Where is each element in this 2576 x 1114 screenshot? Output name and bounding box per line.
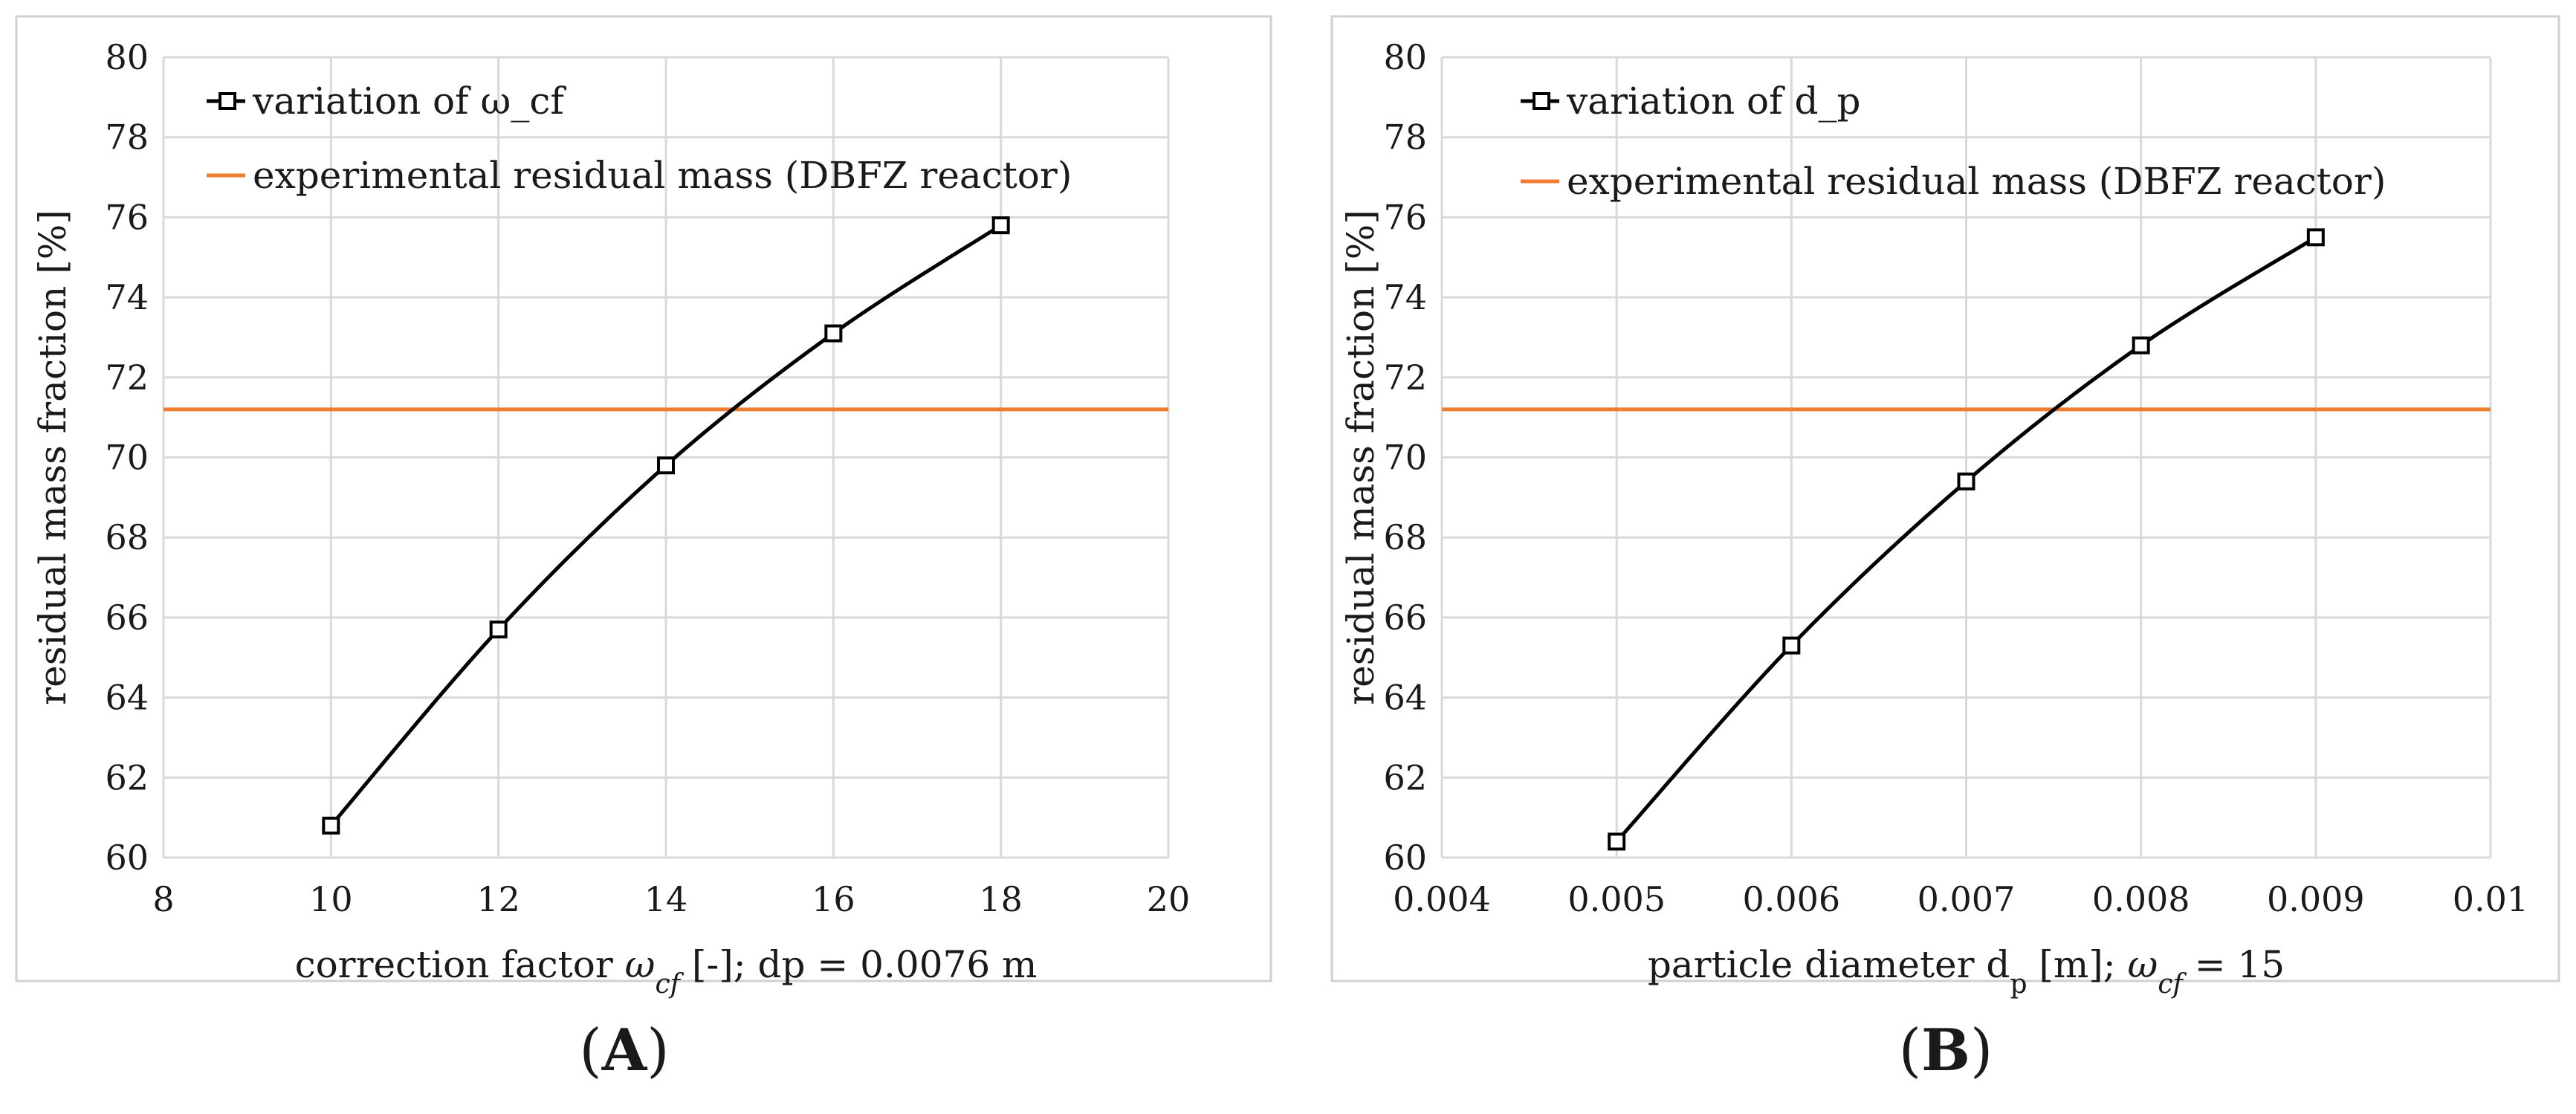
x-tick-label: 16 bbox=[812, 879, 855, 919]
y-tick-label: 68 bbox=[105, 517, 149, 557]
data-point-marker bbox=[824, 324, 843, 343]
y-tick-label: 70 bbox=[1383, 438, 1427, 478]
y-tick-label: 76 bbox=[1383, 197, 1427, 237]
legend-reference-label: experimental residual mass (DBFZ reactor… bbox=[253, 154, 1072, 197]
y-axis-label: residual mass fraction [%] bbox=[31, 210, 74, 705]
y-tick-label: 62 bbox=[105, 757, 149, 797]
chart-panel-a: 60 62 64 66 68 70 72 74 76 78 80 8 10 12 14 16 18 20 resid… bbox=[15, 15, 1272, 1084]
data-point-marker bbox=[2132, 336, 2150, 354]
y-tick-label: 64 bbox=[1383, 678, 1427, 718]
x-tick-label: 0.007 bbox=[1918, 879, 2016, 919]
y-tick-label: 76 bbox=[105, 197, 149, 237]
legend-series-marker bbox=[1533, 92, 1550, 110]
legend-reference-label: experimental residual mass (DBFZ reactor… bbox=[1567, 160, 2386, 203]
data-point-marker bbox=[1608, 832, 1626, 851]
x-tick-label: 0.008 bbox=[2092, 879, 2190, 919]
panel-label: (A) bbox=[579, 1017, 669, 1084]
y-tick-label: 60 bbox=[1383, 838, 1427, 878]
data-point-marker bbox=[2306, 228, 2325, 247]
x-tick-label: 14 bbox=[644, 879, 688, 919]
data-point-marker bbox=[489, 621, 508, 639]
legend-series-label: variation of d_p bbox=[1566, 80, 1861, 123]
x-tick-label: 12 bbox=[476, 879, 520, 919]
y-tick-label: 60 bbox=[105, 838, 149, 878]
x-tick-label: 0.004 bbox=[1393, 879, 1491, 919]
data-point-marker bbox=[322, 816, 340, 835]
y-tick-label: 80 bbox=[1383, 37, 1427, 77]
data-point-marker bbox=[1782, 636, 1801, 655]
x-tick-label: 18 bbox=[979, 879, 1023, 919]
y-tick-label: 68 bbox=[1383, 517, 1427, 557]
legend-series-marker bbox=[219, 92, 236, 110]
x-tick-label: 8 bbox=[152, 879, 174, 919]
chart-panel-b: 60 62 64 66 68 70 72 74 76 78 80 0.004 0.005 0.006 0.0… bbox=[1330, 15, 2560, 1084]
x-tick-label: 0.01 bbox=[2453, 879, 2528, 919]
x-tick-label: 20 bbox=[1147, 879, 1191, 919]
y-tick-label: 78 bbox=[1383, 117, 1427, 158]
x-tick-label: 0.006 bbox=[1742, 879, 1840, 919]
y-tick-label: 66 bbox=[105, 598, 149, 638]
x-tick-label: 10 bbox=[309, 879, 353, 919]
y-tick-label: 66 bbox=[1383, 598, 1427, 638]
y-tick-label: 80 bbox=[105, 37, 149, 77]
y-axis-label: residual mass fraction [%] bbox=[1339, 210, 1382, 705]
y-tick-label: 72 bbox=[1383, 357, 1427, 398]
panel-label: (B) bbox=[1899, 1017, 1993, 1084]
y-tick-label: 70 bbox=[105, 438, 149, 478]
x-axis-label: particle diameter dp [m]; ωcf = 15 bbox=[1648, 943, 2285, 1000]
x-tick-label: 0.005 bbox=[1567, 879, 1666, 919]
data-point-marker bbox=[657, 456, 675, 475]
y-tick-label: 78 bbox=[105, 117, 149, 158]
x-tick-label: 0.009 bbox=[2267, 879, 2365, 919]
data-point-marker bbox=[1957, 472, 1975, 490]
y-tick-label: 72 bbox=[105, 357, 149, 398]
y-tick-label: 74 bbox=[105, 277, 149, 317]
y-tick-label: 74 bbox=[1383, 277, 1427, 317]
legend-series-label: variation of ω_cf bbox=[252, 80, 566, 123]
y-tick-label: 62 bbox=[1383, 757, 1427, 797]
data-point-marker bbox=[991, 216, 1010, 235]
y-tick-label: 64 bbox=[105, 678, 149, 718]
x-axis-label: correction factor ωcf [-]; dp = 0.0076 m bbox=[295, 943, 1038, 1000]
